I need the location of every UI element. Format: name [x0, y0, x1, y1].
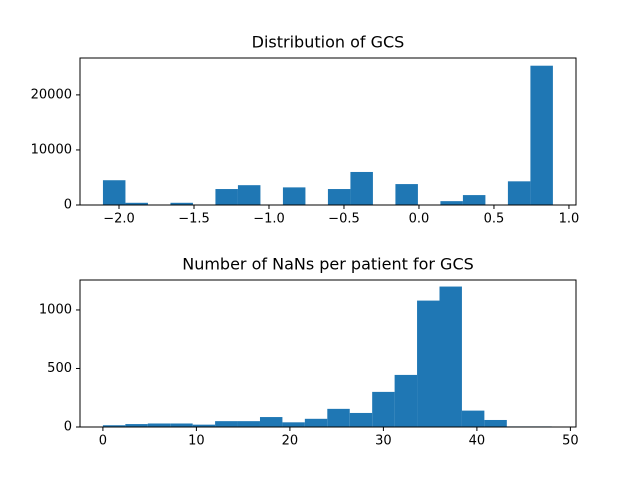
chart-title: Distribution of GCS [252, 33, 405, 52]
axes-frame [79, 57, 577, 206]
histogram-bar [349, 412, 373, 427]
histogram-bar [462, 195, 486, 205]
histogram-bar [215, 421, 238, 427]
histogram-bar [282, 187, 306, 205]
x-tick-label: 30 [375, 434, 392, 449]
x-tick-label: 50 [562, 434, 579, 449]
histogram-bar [350, 171, 373, 205]
histogram-bar [102, 180, 126, 205]
histogram-bar [147, 423, 171, 427]
axes-frame [79, 279, 577, 428]
histogram-bar [102, 425, 126, 427]
x-tick-label: 40 [469, 434, 486, 449]
y-tick-label: 20000 [31, 87, 72, 102]
histogram-bar [394, 374, 418, 427]
histogram-bar [170, 202, 193, 205]
histogram-bar [327, 189, 351, 205]
y-tick-label: 500 [47, 361, 72, 376]
histogram-bar [327, 408, 350, 427]
x-tick-label: 10 [188, 434, 205, 449]
histogram-bar [170, 423, 193, 427]
histogram-bar [259, 417, 283, 427]
histogram-bar [461, 410, 485, 427]
x-tick-label: 20 [282, 434, 299, 449]
y-tick-label: 1000 [39, 302, 72, 317]
histogram-bar [215, 189, 238, 205]
histogram-bar [237, 421, 260, 427]
x-tick-label: 0 [99, 434, 107, 449]
histogram-bar [304, 418, 328, 427]
x-tick-label: −0.5 [328, 212, 360, 227]
histogram-bar [395, 184, 418, 205]
x-tick-label: 0.0 [409, 212, 430, 227]
x-tick-label: 0.5 [484, 212, 505, 227]
histogram-bar [417, 300, 440, 427]
histogram-bar [125, 202, 148, 205]
x-tick-label: 1.0 [559, 212, 580, 227]
x-tick-label: −1.0 [253, 212, 285, 227]
histogram-bar [192, 424, 216, 427]
histogram-bar [507, 181, 531, 205]
histogram-bar [439, 286, 462, 427]
histogram-bar [125, 424, 148, 427]
histogram-bar [530, 65, 553, 206]
histogram-bar [237, 185, 261, 205]
y-tick-label: 10000 [31, 142, 72, 157]
histogram-bar [282, 422, 305, 427]
x-tick-label: −2.0 [103, 212, 135, 227]
histogram-bar [440, 201, 463, 205]
chart-title: Number of NaNs per patient for GCS [182, 255, 474, 274]
histogram-bar [372, 391, 395, 427]
x-tick-label: −1.5 [178, 212, 210, 227]
histogram-bar [484, 419, 507, 427]
y-tick-label: 0 [64, 420, 72, 435]
y-tick-label: 0 [64, 198, 72, 213]
